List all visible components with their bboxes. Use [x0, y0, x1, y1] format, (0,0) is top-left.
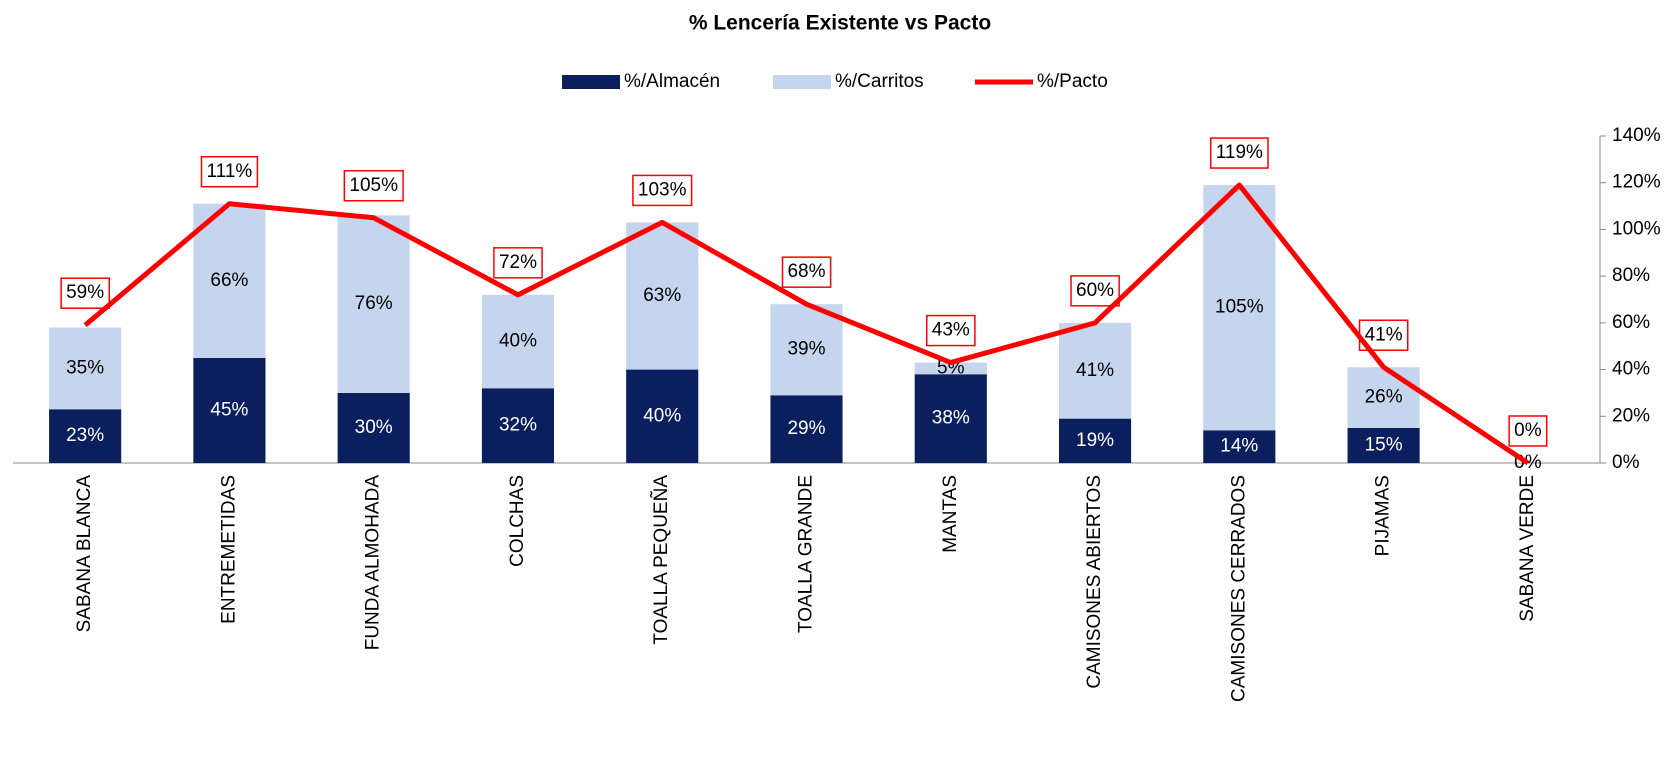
bar-segment: [626, 222, 699, 370]
line-label: 111%: [207, 161, 253, 182]
y-tick-label: 0%: [1612, 452, 1640, 473]
data-label: 15%: [1365, 434, 1403, 455]
label-box: [1358, 319, 1409, 351]
x-tick-label: SABANA VERDE: [1517, 475, 1538, 622]
x-tick-label: FUNDA ALMOHADA: [363, 475, 384, 651]
legend-swatch: [562, 75, 620, 89]
bar-segment: [770, 304, 843, 396]
x-tick-label: MANTAS: [940, 475, 961, 553]
data-label: 30%: [355, 417, 393, 438]
line-label: 119%: [1216, 142, 1263, 163]
line-label: 105%: [349, 175, 398, 196]
bar-segment: [1203, 430, 1276, 463]
bar-segment: [481, 388, 555, 463]
bar-segment: [49, 409, 122, 463]
data-label: 32%: [499, 415, 537, 436]
data-label: 41%: [1076, 360, 1114, 381]
data-label: 38%: [932, 408, 970, 429]
x-tick-label: COLCHAS: [507, 475, 528, 567]
x-tick-label: CAMISONES ABIERTOS: [1084, 475, 1105, 689]
label-box: [60, 277, 111, 309]
line-label: 60%: [1076, 280, 1114, 301]
label-box: [781, 256, 832, 288]
bar-segment: [337, 392, 410, 463]
label-box: [926, 314, 976, 347]
legend-label: %/Pacto: [1037, 71, 1108, 92]
line-label: 59%: [66, 282, 104, 303]
line-label: 41%: [1365, 324, 1403, 345]
data-label: 14%: [1220, 436, 1258, 457]
bar-segment: [1347, 367, 1420, 428]
data-label: 39%: [787, 339, 825, 360]
legend-label: %/Carritos: [835, 71, 924, 92]
y-tick-label: 140%: [1612, 125, 1661, 146]
data-label: 40%: [643, 405, 681, 426]
x-tick-label: CAMISONES CERRADOS: [1228, 475, 1249, 702]
label-box: [1508, 415, 1548, 447]
bar-segment: [193, 357, 266, 463]
chart-title: % Lencería Existente vs Pacto: [689, 12, 991, 35]
bar-segment: [481, 294, 555, 389]
data-label: 26%: [1365, 387, 1403, 408]
bar-segment: [914, 362, 987, 375]
bar-segment: [49, 327, 122, 410]
label-box: [200, 155, 259, 188]
data-label: 45%: [210, 399, 248, 420]
bar-segment: [1203, 185, 1276, 431]
x-tick-label: ENTREMETIDAS: [218, 475, 239, 624]
data-label: 35%: [66, 357, 104, 378]
x-tick-label: TOALLA GRANDE: [796, 475, 817, 633]
y-tick-label: 40%: [1612, 359, 1650, 380]
label-box: [1070, 275, 1120, 307]
bar-segment: [770, 395, 843, 463]
y-tick-label: 120%: [1612, 172, 1661, 193]
bar-segment: [1347, 427, 1420, 463]
line-label: 43%: [932, 320, 970, 341]
x-tick-label: PIJAMAS: [1373, 475, 1394, 556]
line-label: 0%: [1514, 420, 1542, 441]
legend-swatch: [773, 75, 831, 89]
bar-segment: [1058, 418, 1132, 463]
bar-segment: [914, 374, 987, 463]
bar-segment: [1058, 322, 1132, 419]
line-label: 72%: [499, 252, 537, 273]
data-label: 29%: [787, 418, 825, 439]
line-label: 103%: [638, 179, 687, 200]
label-box: [1209, 137, 1269, 169]
y-tick-label: 100%: [1612, 218, 1661, 239]
line: [83, 182, 1530, 466]
label-box: [632, 174, 693, 207]
x-tick-label: SABANA BLANCA: [74, 475, 95, 633]
data-label: 66%: [210, 270, 248, 291]
x-tick-label: TOALLA PEQUEÑA: [650, 475, 672, 645]
label-box: [493, 247, 543, 279]
legend-label: %/Almacén: [624, 71, 720, 92]
y-tick-label: 60%: [1612, 312, 1650, 333]
y-tick-label: 80%: [1612, 265, 1650, 286]
bar-segment: [193, 203, 266, 358]
data-label: 23%: [66, 425, 104, 446]
line-label: 68%: [787, 261, 825, 282]
data-label: 40%: [499, 331, 537, 352]
data-label: 63%: [643, 285, 681, 306]
label-box: [343, 170, 404, 202]
bar-segment: [626, 369, 699, 463]
bar-segment: [337, 215, 410, 393]
data-label: 76%: [355, 293, 393, 314]
data-label: 105%: [1215, 297, 1264, 318]
data-label: 19%: [1076, 430, 1114, 451]
y-tick-label: 20%: [1612, 405, 1650, 426]
